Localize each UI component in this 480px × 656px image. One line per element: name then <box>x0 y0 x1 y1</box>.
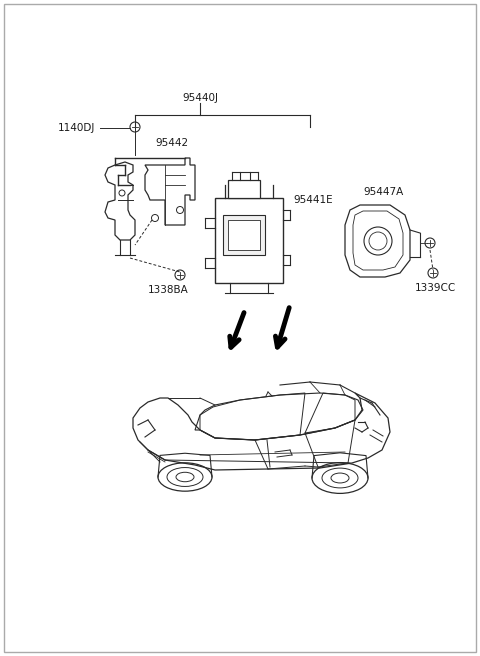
Text: 95440J: 95440J <box>182 93 218 103</box>
Text: 95447A: 95447A <box>363 187 403 197</box>
FancyBboxPatch shape <box>215 198 283 283</box>
Text: 1140DJ: 1140DJ <box>58 123 96 133</box>
Text: 1338BA: 1338BA <box>148 285 189 295</box>
Polygon shape <box>133 393 390 470</box>
FancyBboxPatch shape <box>228 180 260 198</box>
FancyBboxPatch shape <box>228 220 260 250</box>
Text: 95442: 95442 <box>155 138 188 148</box>
FancyBboxPatch shape <box>223 215 265 255</box>
Text: 95441E: 95441E <box>293 195 333 205</box>
Text: 1339CC: 1339CC <box>415 283 456 293</box>
